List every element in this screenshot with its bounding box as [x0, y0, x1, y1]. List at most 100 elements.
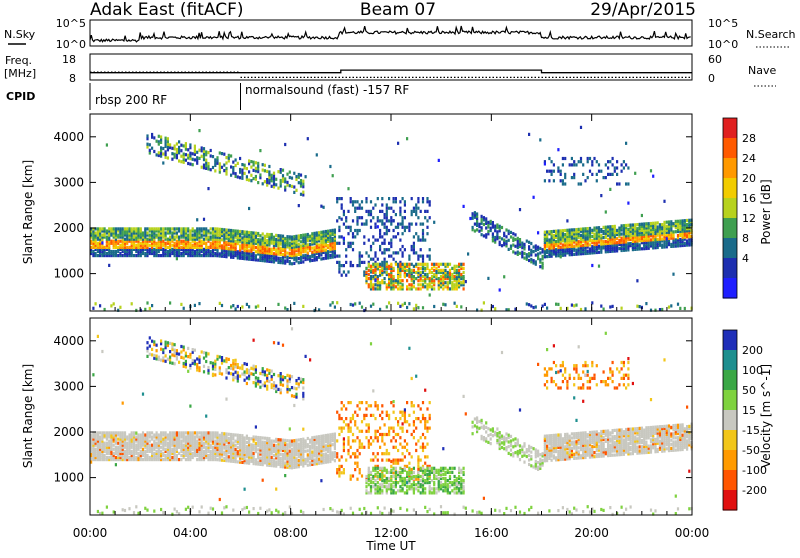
range-cell	[650, 169, 652, 172]
range-cell	[198, 442, 200, 445]
range-cell	[194, 349, 196, 352]
range-cell	[171, 244, 173, 247]
range-cell	[144, 227, 146, 230]
range-cell	[327, 230, 329, 233]
range-cell	[314, 246, 316, 249]
range-cell	[165, 231, 167, 234]
range-cell	[289, 184, 291, 187]
range-cell	[395, 279, 397, 282]
range-cell	[250, 179, 252, 182]
range-cell	[591, 235, 593, 238]
range-cell	[198, 431, 200, 434]
range-cell	[187, 234, 189, 237]
range-cell	[417, 200, 419, 203]
range-cell	[262, 169, 264, 172]
range-cell	[131, 227, 133, 230]
range-cell	[235, 164, 237, 167]
range-cell	[293, 302, 295, 305]
range-cell	[192, 359, 194, 362]
range-cell	[268, 233, 270, 236]
range-cell	[196, 440, 198, 443]
range-cell	[614, 170, 616, 173]
range-cell	[277, 510, 279, 513]
range-cell	[264, 164, 266, 167]
range-cell	[537, 246, 539, 249]
range-cell	[149, 456, 151, 459]
range-cell	[411, 223, 413, 226]
range-cell	[343, 264, 345, 267]
range-cell	[280, 372, 282, 375]
range-cell	[158, 143, 160, 146]
range-cell	[149, 336, 151, 339]
range-cell	[393, 235, 395, 238]
range-cell	[271, 456, 273, 459]
range-cell	[668, 220, 670, 223]
range-cell	[476, 212, 478, 215]
range-cell	[381, 251, 383, 254]
range-cell	[223, 432, 225, 435]
range-cell	[248, 231, 250, 234]
range-cell	[666, 237, 668, 240]
range-cell	[97, 510, 99, 513]
range-cell	[654, 222, 656, 225]
range-cell	[149, 431, 151, 434]
range-cell	[686, 219, 688, 222]
range-cell	[426, 232, 428, 235]
range-cell	[180, 431, 182, 434]
range-cell	[174, 236, 176, 239]
range-cell	[431, 285, 433, 288]
range-cell	[569, 163, 571, 166]
range-cell	[291, 262, 293, 265]
range-cell	[106, 506, 108, 509]
range-cell	[117, 234, 119, 237]
range-cell	[395, 226, 397, 229]
range-cell	[210, 431, 212, 434]
range-cell	[422, 279, 424, 282]
range-cell	[343, 223, 345, 226]
range-cell	[176, 153, 178, 156]
range-cell	[593, 157, 595, 160]
range-cell	[113, 302, 115, 305]
range-cell	[174, 227, 176, 230]
range-cell	[338, 267, 340, 270]
range-cell	[314, 232, 316, 235]
range-cell	[438, 263, 440, 266]
range-cell	[627, 242, 629, 245]
range-cell	[411, 269, 413, 272]
range-cell	[675, 220, 677, 223]
range-cell	[379, 235, 381, 238]
range-cell	[580, 157, 582, 160]
range-cell	[605, 226, 607, 229]
range-cell	[284, 143, 286, 146]
range-cell	[262, 479, 264, 482]
range-cell	[203, 155, 205, 158]
range-cell	[442, 269, 444, 272]
range-cell	[402, 251, 404, 254]
range-cell	[180, 240, 182, 243]
range-cell	[248, 369, 250, 372]
range-cell	[196, 151, 198, 154]
range-cell	[528, 245, 530, 248]
range-cell	[302, 234, 304, 237]
range-cell	[372, 263, 374, 266]
range-cell	[146, 301, 148, 304]
range-cell	[517, 251, 519, 254]
range-cell	[426, 210, 428, 213]
range-cell	[180, 303, 182, 306]
range-cell	[411, 213, 413, 216]
range-cell	[248, 207, 250, 210]
range-cell	[589, 243, 591, 246]
range-cell	[271, 375, 273, 378]
range-cell	[406, 279, 408, 282]
range-cell	[257, 165, 259, 168]
range-cell	[420, 239, 422, 242]
range-cell	[214, 431, 216, 434]
range-cell	[388, 207, 390, 210]
range-cell	[379, 219, 381, 222]
range-cell	[151, 227, 153, 230]
range-cell	[402, 219, 404, 222]
range-cell	[368, 263, 370, 266]
range-cell	[395, 197, 397, 200]
range-cell	[648, 222, 650, 225]
range-cell	[422, 232, 424, 235]
